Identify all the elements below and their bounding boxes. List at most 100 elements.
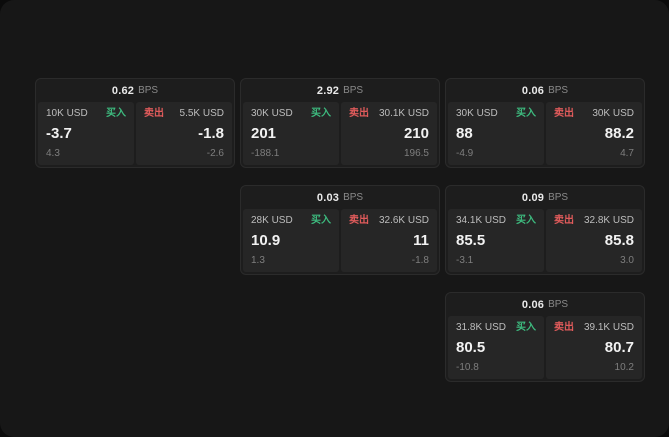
bps-unit: BPS xyxy=(343,192,364,203)
sell-price: 11 xyxy=(413,232,429,249)
buy-size-label: 31.8K USD xyxy=(456,322,507,333)
buy-action-label: 买入 xyxy=(311,108,331,119)
sell-panel[interactable]: 卖出 5.5K USD -1.8 -2.6 xyxy=(136,102,232,165)
buy-size-label: 30K USD xyxy=(251,108,293,119)
sell-panel-top: 卖出 39.1K USD xyxy=(554,322,634,334)
sell-action-label: 卖出 xyxy=(554,108,574,119)
sell-price: 85.8 xyxy=(604,232,634,249)
sell-action-label: 卖出 xyxy=(144,108,164,119)
buy-size-label: 30K USD xyxy=(456,108,498,119)
card-body: 10K USD 买入 -3.7 4.3 卖出 5.5K USD -1.8 -2.… xyxy=(36,102,234,167)
quote-card: 0.62 BPS 10K USD 买入 -3.7 4.3 卖出 5.5K USD xyxy=(35,78,235,168)
bps-value: 0.62 xyxy=(111,84,135,97)
card-body: 30K USD 买入 88 -4.9 卖出 30K USD 88.2 4.7 xyxy=(446,102,644,167)
sell-panel[interactable]: 卖出 30.1K USD 210 196.5 xyxy=(341,102,437,165)
buy-change: 1.3 xyxy=(251,255,265,266)
bps-unit: BPS xyxy=(138,85,159,96)
sell-change: 10.2 xyxy=(614,362,634,373)
card-header: 0.09 BPS xyxy=(446,186,644,209)
buy-price: 85.5 xyxy=(456,232,486,249)
sell-panel-top: 卖出 32.8K USD xyxy=(554,215,634,227)
sell-change: 4.7 xyxy=(620,148,634,159)
sell-panel[interactable]: 卖出 30K USD 88.2 4.7 xyxy=(546,102,642,165)
buy-change: -3.1 xyxy=(456,255,474,266)
card-header: 0.06 BPS xyxy=(446,79,644,102)
sell-panel-top: 卖出 30.1K USD xyxy=(349,108,429,120)
bps-value: 0.09 xyxy=(521,191,545,204)
buy-panel[interactable]: 28K USD 买入 10.9 1.3 xyxy=(243,209,339,272)
buy-change: -10.8 xyxy=(456,362,479,373)
sell-panel[interactable]: 卖出 32.6K USD 11 -1.8 xyxy=(341,209,437,272)
buy-size-label: 34.1K USD xyxy=(456,215,507,226)
buy-panel[interactable]: 10K USD 买入 -3.7 4.3 xyxy=(38,102,134,165)
buy-price: 10.9 xyxy=(251,232,281,249)
card-body: 30K USD 买入 201 -188.1 卖出 30.1K USD 210 1… xyxy=(241,102,439,167)
card-body: 31.8K USD 买入 80.5 -10.8 卖出 39.1K USD 80.… xyxy=(446,316,644,381)
card-header: 2.92 BPS xyxy=(241,79,439,102)
sell-panel[interactable]: 卖出 32.8K USD 85.8 3.0 xyxy=(546,209,642,272)
sell-price: 80.7 xyxy=(604,339,634,356)
sell-price: -1.8 xyxy=(198,125,224,142)
sell-change: 3.0 xyxy=(620,255,634,266)
card-header: 0.62 BPS xyxy=(36,79,234,102)
quote-card: 2.92 BPS 30K USD 买入 201 -188.1 卖出 30.1K … xyxy=(240,78,440,168)
buy-action-label: 买入 xyxy=(516,108,536,119)
buy-size-label: 10K USD xyxy=(46,108,88,119)
buy-size-label: 28K USD xyxy=(251,215,293,226)
sell-size-label: 5.5K USD xyxy=(179,108,224,119)
buy-change: -188.1 xyxy=(251,148,280,159)
sell-price: 210 xyxy=(403,125,429,142)
buy-panel[interactable]: 30K USD 买入 201 -188.1 xyxy=(243,102,339,165)
sell-size-label: 32.6K USD xyxy=(378,215,429,226)
buy-panel[interactable]: 30K USD 买入 88 -4.9 xyxy=(448,102,544,165)
bps-unit: BPS xyxy=(548,192,569,203)
buy-action-label: 买入 xyxy=(106,108,126,119)
bps-unit: BPS xyxy=(548,85,569,96)
buy-panel-top: 30K USD 买入 xyxy=(456,108,536,120)
bps-value: 0.06 xyxy=(521,84,545,97)
buy-price: -3.7 xyxy=(46,125,72,142)
buy-change: 4.3 xyxy=(46,148,60,159)
quote-card: 0.09 BPS 34.1K USD 买入 85.5 -3.1 卖出 32.8K… xyxy=(445,185,645,275)
sell-price: 88.2 xyxy=(604,125,634,142)
card-body: 34.1K USD 买入 85.5 -3.1 卖出 32.8K USD 85.8… xyxy=(446,209,644,274)
sell-size-label: 32.8K USD xyxy=(583,215,634,226)
sell-action-label: 卖出 xyxy=(554,215,574,226)
bps-value: 0.03 xyxy=(316,191,340,204)
buy-panel-top: 30K USD 买入 xyxy=(251,108,331,120)
sell-change: -2.6 xyxy=(206,148,224,159)
buy-price: 88 xyxy=(456,125,473,142)
quote-card: 0.03 BPS 28K USD 买入 10.9 1.3 卖出 32.6K US… xyxy=(240,185,440,275)
buy-change: -4.9 xyxy=(456,148,474,159)
sell-panel-top: 卖出 5.5K USD xyxy=(144,108,224,120)
sell-panel-top: 卖出 32.6K USD xyxy=(349,215,429,227)
sell-panel[interactable]: 卖出 39.1K USD 80.7 10.2 xyxy=(546,316,642,379)
card-body: 28K USD 买入 10.9 1.3 卖出 32.6K USD 11 -1.8 xyxy=(241,209,439,274)
sell-action-label: 卖出 xyxy=(349,215,369,226)
buy-panel[interactable]: 31.8K USD 买入 80.5 -10.8 xyxy=(448,316,544,379)
buy-action-label: 买入 xyxy=(311,215,331,226)
card-header: 0.06 BPS xyxy=(446,293,644,316)
buy-panel-top: 34.1K USD 买入 xyxy=(456,215,536,227)
sell-size-label: 30K USD xyxy=(592,108,634,119)
bps-value: 0.06 xyxy=(521,298,545,311)
buy-panel-top: 31.8K USD 买入 xyxy=(456,322,536,334)
bps-unit: BPS xyxy=(343,85,364,96)
sell-change: -1.8 xyxy=(411,255,429,266)
quote-cards-grid: 0.62 BPS 10K USD 买入 -3.7 4.3 卖出 5.5K USD xyxy=(35,78,645,382)
sell-change: 196.5 xyxy=(403,148,429,159)
bps-unit: BPS xyxy=(548,299,569,310)
buy-panel-top: 28K USD 买入 xyxy=(251,215,331,227)
sell-action-label: 卖出 xyxy=(349,108,369,119)
buy-price: 201 xyxy=(251,125,277,142)
sell-panel-top: 卖出 30K USD xyxy=(554,108,634,120)
sell-action-label: 卖出 xyxy=(554,322,574,333)
sell-size-label: 39.1K USD xyxy=(583,322,634,333)
bps-value: 2.92 xyxy=(316,84,340,97)
buy-action-label: 买入 xyxy=(516,322,536,333)
buy-panel[interactable]: 34.1K USD 买入 85.5 -3.1 xyxy=(448,209,544,272)
buy-action-label: 买入 xyxy=(516,215,536,226)
card-header: 0.03 BPS xyxy=(241,186,439,209)
quote-card: 0.06 BPS 31.8K USD 买入 80.5 -10.8 卖出 39.1… xyxy=(445,292,645,382)
